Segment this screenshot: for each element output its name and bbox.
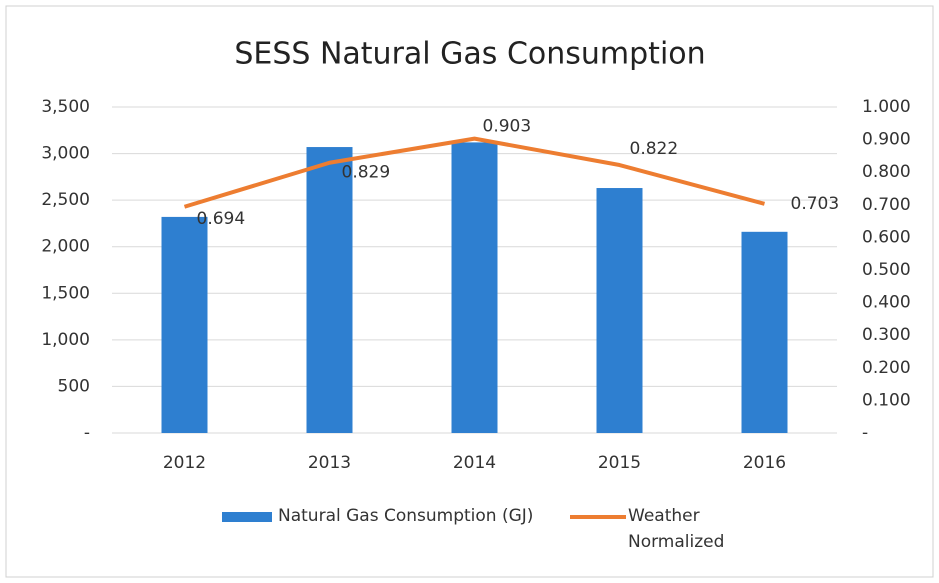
bar [451,142,498,433]
y2-tick-label: 0.500 [862,260,911,280]
y2-tick-label: 0.800 [862,162,911,182]
data-label: 0.703 [791,194,840,214]
data-label: 0.829 [342,163,391,183]
x-tick-label: 2016 [743,453,786,473]
y2-tick-label: 0.200 [862,358,911,378]
x-tick-label: 2015 [598,453,641,473]
y2-tick-label: 1.000 [862,97,911,117]
x-tick-label: 2013 [308,453,351,473]
legend-label: Natural Gas Consumption (GJ) [278,506,534,526]
y2-tick-label: - [862,423,868,443]
data-label: 0.903 [483,117,532,137]
y2-tick-label: 0.600 [862,227,911,247]
chart-title: SESS Natural Gas Consumption [234,37,705,72]
y2-tick-label: 0.900 [862,130,911,150]
x-tick-label: 2014 [453,453,496,473]
y-tick-label: 2,000 [41,237,90,257]
y-tick-label: 500 [58,376,90,396]
bar [306,147,353,433]
bar [741,231,788,433]
data-label: 0.822 [630,139,679,159]
y-tick-label: 3,000 [41,144,90,164]
data-label: 0.694 [197,209,246,229]
y-tick-label: 2,500 [41,190,90,210]
legend-key [222,512,272,522]
y-tick-label: 1,000 [41,330,90,350]
y2-tick-label: 0.700 [862,195,911,215]
legend-label: Weather Normalized [628,506,725,552]
x-tick-label: 2012 [163,453,206,473]
y2-tick-label: 0.100 [862,390,911,410]
y-tick-label: 1,500 [41,283,90,303]
line [183,136,766,209]
y-tick-label: - [84,423,90,443]
y2-tick-label: 0.300 [862,325,911,345]
bar [161,216,208,433]
y2-tick-label: 0.400 [862,293,911,313]
bar [596,188,643,433]
y-tick-label: 3,500 [41,97,90,117]
